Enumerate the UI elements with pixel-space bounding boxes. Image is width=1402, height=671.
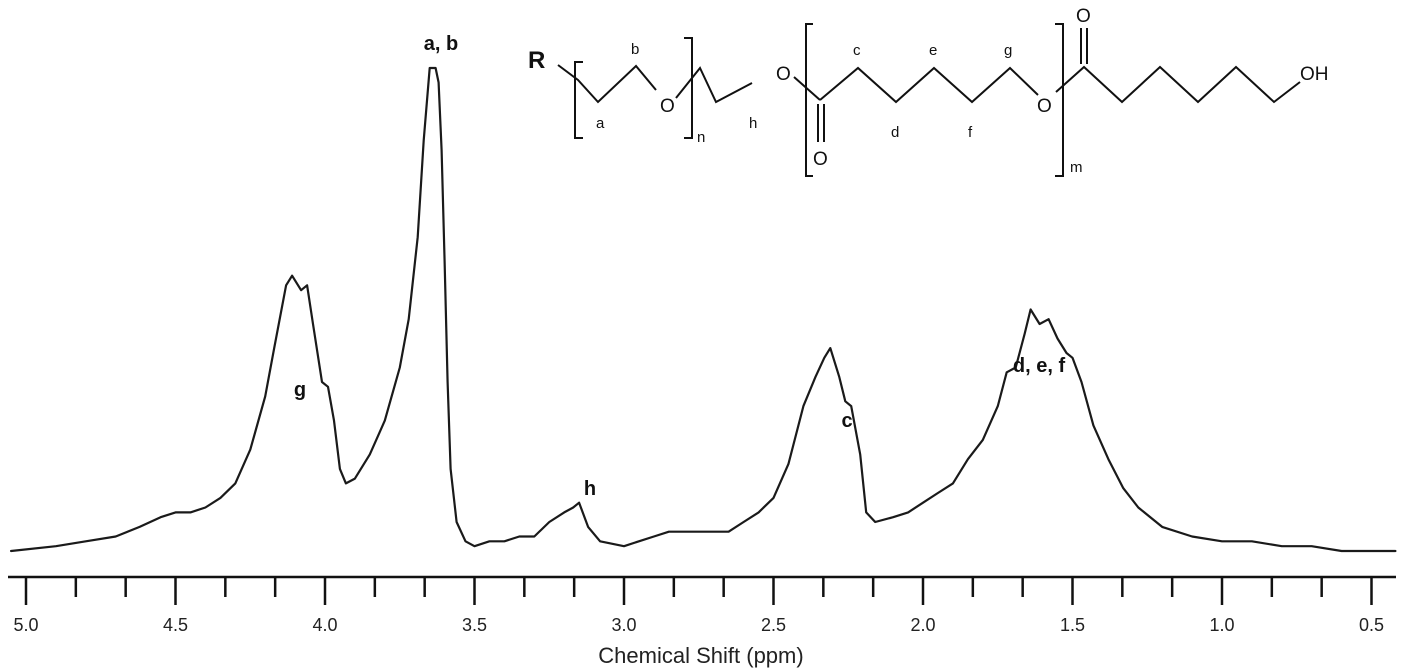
tick-label: 1.5 xyxy=(1060,615,1085,635)
label-h: h xyxy=(749,115,757,132)
structure-r-group: R xyxy=(528,47,545,74)
chemical-structure: R n O a b h O m O c d e f g O O OH xyxy=(528,6,1329,177)
tick-label: 4.0 xyxy=(312,615,337,635)
hydroxyl-group: OH xyxy=(1300,64,1329,85)
oxygen-atom-3: O xyxy=(1037,96,1052,117)
peak-label-d-e-f: d, e, f xyxy=(1013,355,1066,377)
tick-label: 2.5 xyxy=(761,615,786,635)
spectrum-trace xyxy=(10,66,1397,553)
peak-label-g: g xyxy=(294,379,306,401)
label-b: b xyxy=(631,41,639,58)
peak-label-h: h xyxy=(584,478,596,500)
label-e: e xyxy=(929,42,937,59)
tick-label: 5.0 xyxy=(13,615,38,635)
tick-label: 0.5 xyxy=(1359,615,1384,635)
oxygen-atom-1: O xyxy=(660,96,675,117)
label-g: g xyxy=(1004,42,1012,59)
repeat-m-label: m xyxy=(1070,159,1083,176)
label-d: d xyxy=(891,124,899,141)
carbonyl-oxygen-2: O xyxy=(1076,6,1091,27)
oxygen-atom-2: O xyxy=(776,64,791,85)
carbonyl-oxygen-1: O xyxy=(813,149,828,170)
x-axis-ticks xyxy=(24,577,1373,605)
label-c: c xyxy=(853,42,861,59)
label-f: f xyxy=(968,124,973,141)
tick-label: 4.5 xyxy=(163,615,188,635)
x-axis-tick-labels: 5.0 4.5 4.0 3.5 3.0 2.5 2.0 1.5 1.0 0.5 xyxy=(13,615,1384,635)
label-a: a xyxy=(596,115,605,132)
tick-label: 3.5 xyxy=(462,615,487,635)
peak-label-a-b: a, b xyxy=(424,33,458,55)
tick-label: 2.0 xyxy=(910,615,935,635)
tick-label: 3.0 xyxy=(611,615,636,635)
x-axis-title: Chemical Shift (ppm) xyxy=(598,643,803,668)
tick-label: 1.0 xyxy=(1209,615,1234,635)
peak-label-c: c xyxy=(841,410,852,432)
repeat-n-label: n xyxy=(697,129,705,146)
